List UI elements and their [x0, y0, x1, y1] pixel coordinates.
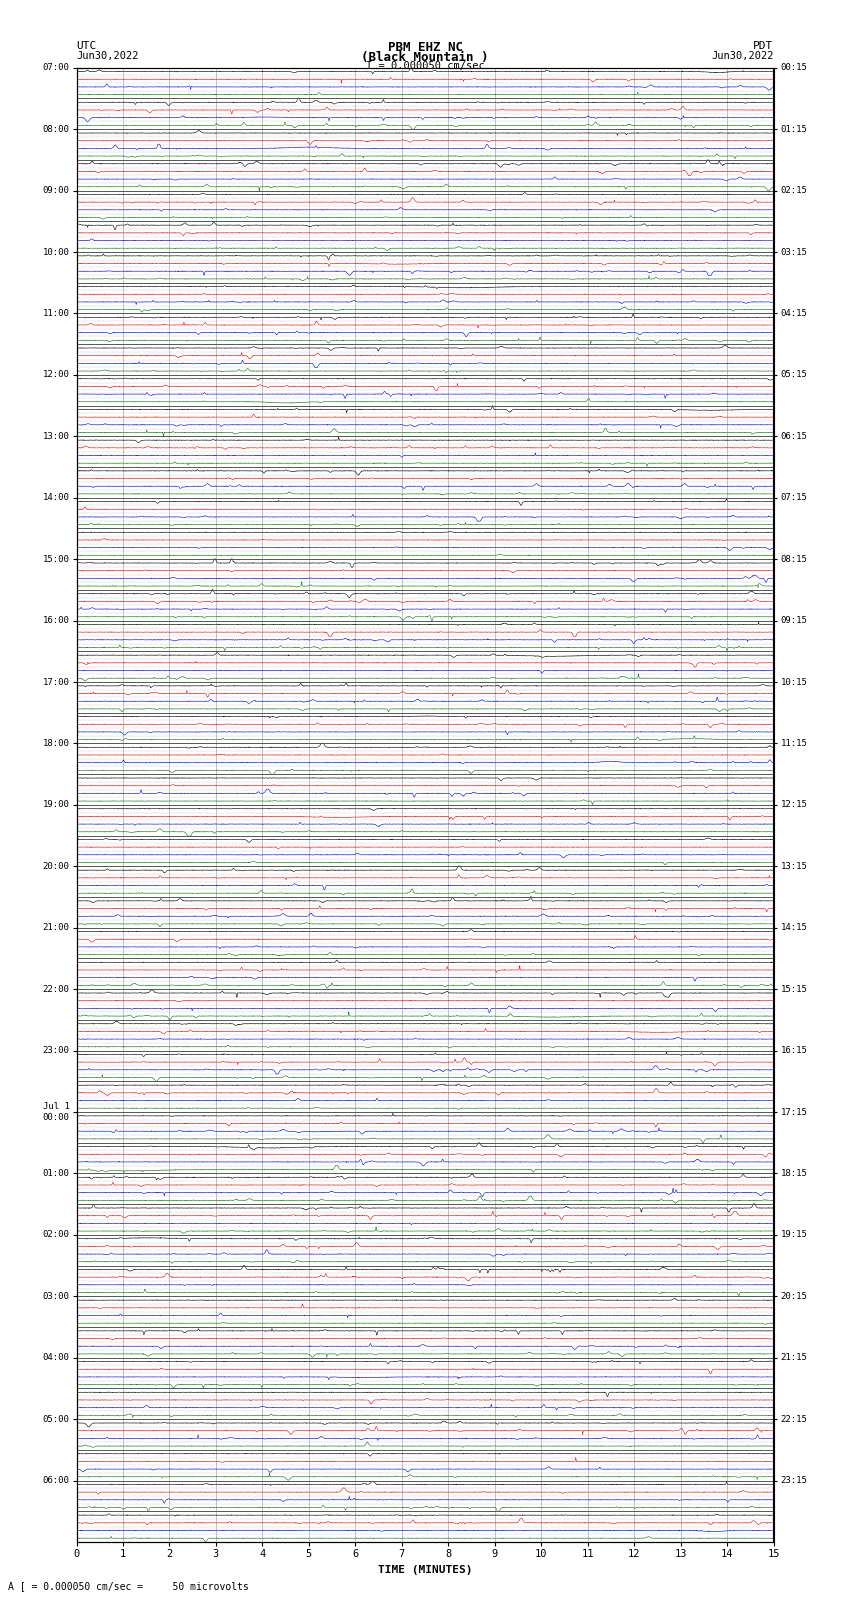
Text: PDT: PDT	[753, 40, 774, 52]
Text: Jun30,2022: Jun30,2022	[711, 50, 774, 61]
Text: PBM EHZ NC: PBM EHZ NC	[388, 40, 462, 55]
Text: I = 0.000050 cm/sec: I = 0.000050 cm/sec	[366, 61, 484, 71]
Text: UTC: UTC	[76, 40, 97, 52]
Text: (Black Mountain ): (Black Mountain )	[361, 50, 489, 65]
Text: A [ = 0.000050 cm/sec =     50 microvolts: A [ = 0.000050 cm/sec = 50 microvolts	[8, 1581, 249, 1590]
Text: Jun30,2022: Jun30,2022	[76, 50, 139, 61]
X-axis label: TIME (MINUTES): TIME (MINUTES)	[377, 1565, 473, 1574]
